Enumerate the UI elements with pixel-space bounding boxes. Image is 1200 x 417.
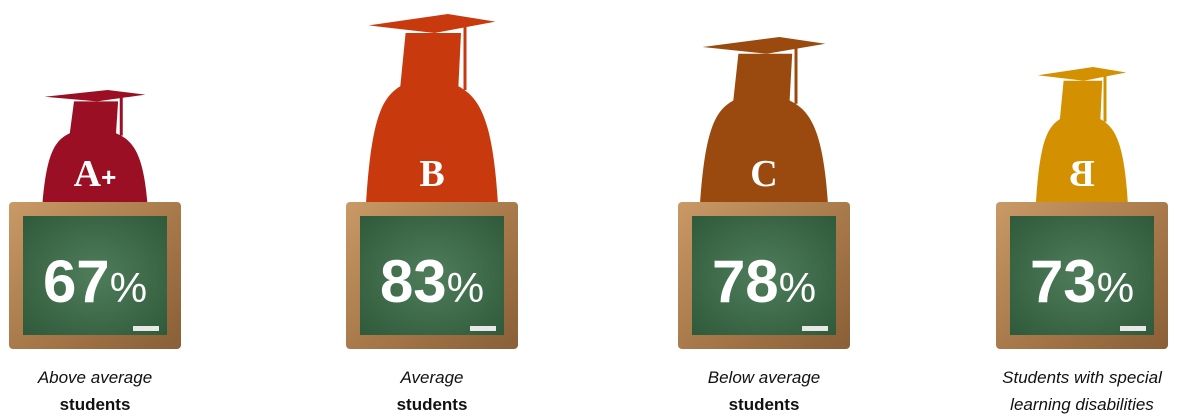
chalk [133, 326, 159, 331]
grade: B [419, 153, 444, 195]
chalk [1120, 326, 1146, 331]
grade-letter: B [419, 153, 444, 195]
percentage: 78% [712, 248, 816, 315]
grade: B [1069, 153, 1094, 195]
percent-unit: % [447, 264, 484, 311]
percent-unit: % [1097, 264, 1134, 311]
caption-line: students [60, 395, 131, 414]
caption-line: Average [399, 368, 463, 387]
caption-line: students [397, 395, 468, 414]
graduate-silhouette [366, 33, 498, 204]
chalkboard [360, 216, 504, 335]
grade-letter: B [1069, 153, 1094, 195]
percent-value: 78 [712, 248, 779, 315]
grade-letter: A [74, 153, 102, 195]
percentage: 67% [43, 248, 147, 315]
percent-value: 67 [43, 248, 110, 315]
item: C 78% Below average students [678, 37, 850, 414]
graduate-silhouette [700, 53, 828, 205]
caption-line: Above average [37, 368, 152, 387]
chalkboard [1010, 216, 1154, 335]
caption-line: students [729, 395, 800, 414]
graduate-silhouette [1036, 80, 1128, 204]
percent-value: 73 [1030, 248, 1097, 315]
caption-line: learning disabilities [1010, 395, 1154, 414]
chalkboard [23, 216, 167, 335]
mortarboard [368, 14, 496, 33]
grade-letter: C [750, 153, 777, 195]
chalkboard [692, 216, 836, 335]
chalk [470, 326, 496, 331]
graduate-silhouette [42, 101, 148, 204]
item: B 83% Average students [346, 14, 518, 414]
caption-line: Students with special [1002, 368, 1163, 387]
percent-unit: % [110, 264, 147, 311]
percent-value: 83 [380, 248, 447, 315]
chalk [802, 326, 828, 331]
grade: C [750, 153, 777, 195]
percentage: 73% [1030, 248, 1134, 315]
caption-line: Below average [708, 368, 820, 387]
grade-suffix: + [101, 162, 116, 192]
mortarboard [44, 90, 146, 102]
grade: A+ [74, 153, 117, 195]
percent-unit: % [779, 264, 816, 311]
percentage: 83% [380, 248, 484, 315]
item: B 73% Students with special learning disabi… [996, 67, 1168, 414]
mortarboard [702, 37, 826, 54]
mortarboard [1037, 67, 1127, 81]
